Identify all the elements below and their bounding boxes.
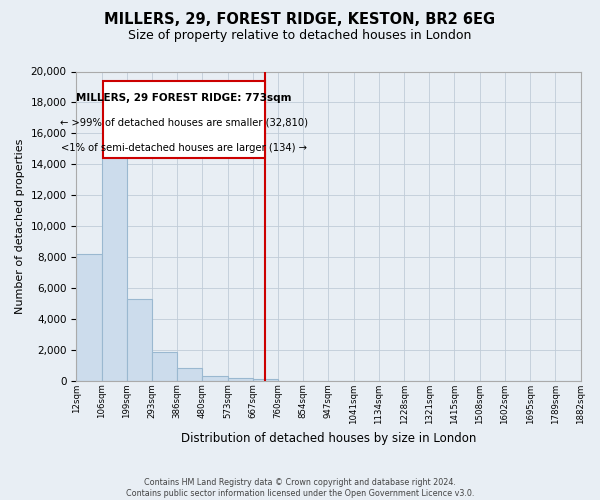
Text: MILLERS, 29 FOREST RIDGE: 773sqm: MILLERS, 29 FOREST RIDGE: 773sqm: [76, 93, 292, 103]
Bar: [177, 368, 202, 380]
Y-axis label: Number of detached properties: Number of detached properties: [15, 138, 25, 314]
Text: ← >99% of detached houses are smaller (32,810): ← >99% of detached houses are smaller (3…: [60, 118, 308, 128]
Bar: [101, 126, 127, 380]
FancyBboxPatch shape: [103, 81, 265, 158]
Text: <1% of semi-detached houses are larger (134) →: <1% of semi-detached houses are larger (…: [61, 142, 307, 152]
Bar: [202, 376, 227, 380]
Bar: [253, 379, 278, 380]
Text: Size of property relative to detached houses in London: Size of property relative to detached ho…: [128, 29, 472, 42]
X-axis label: Distribution of detached houses by size in London: Distribution of detached houses by size …: [181, 432, 476, 445]
Bar: [152, 352, 177, 380]
Text: MILLERS, 29, FOREST RIDGE, KESTON, BR2 6EG: MILLERS, 29, FOREST RIDGE, KESTON, BR2 6…: [104, 12, 496, 28]
Text: Contains HM Land Registry data © Crown copyright and database right 2024.
Contai: Contains HM Land Registry data © Crown c…: [126, 478, 474, 498]
Bar: [227, 378, 253, 380]
Bar: [76, 254, 101, 380]
Bar: [127, 298, 152, 380]
